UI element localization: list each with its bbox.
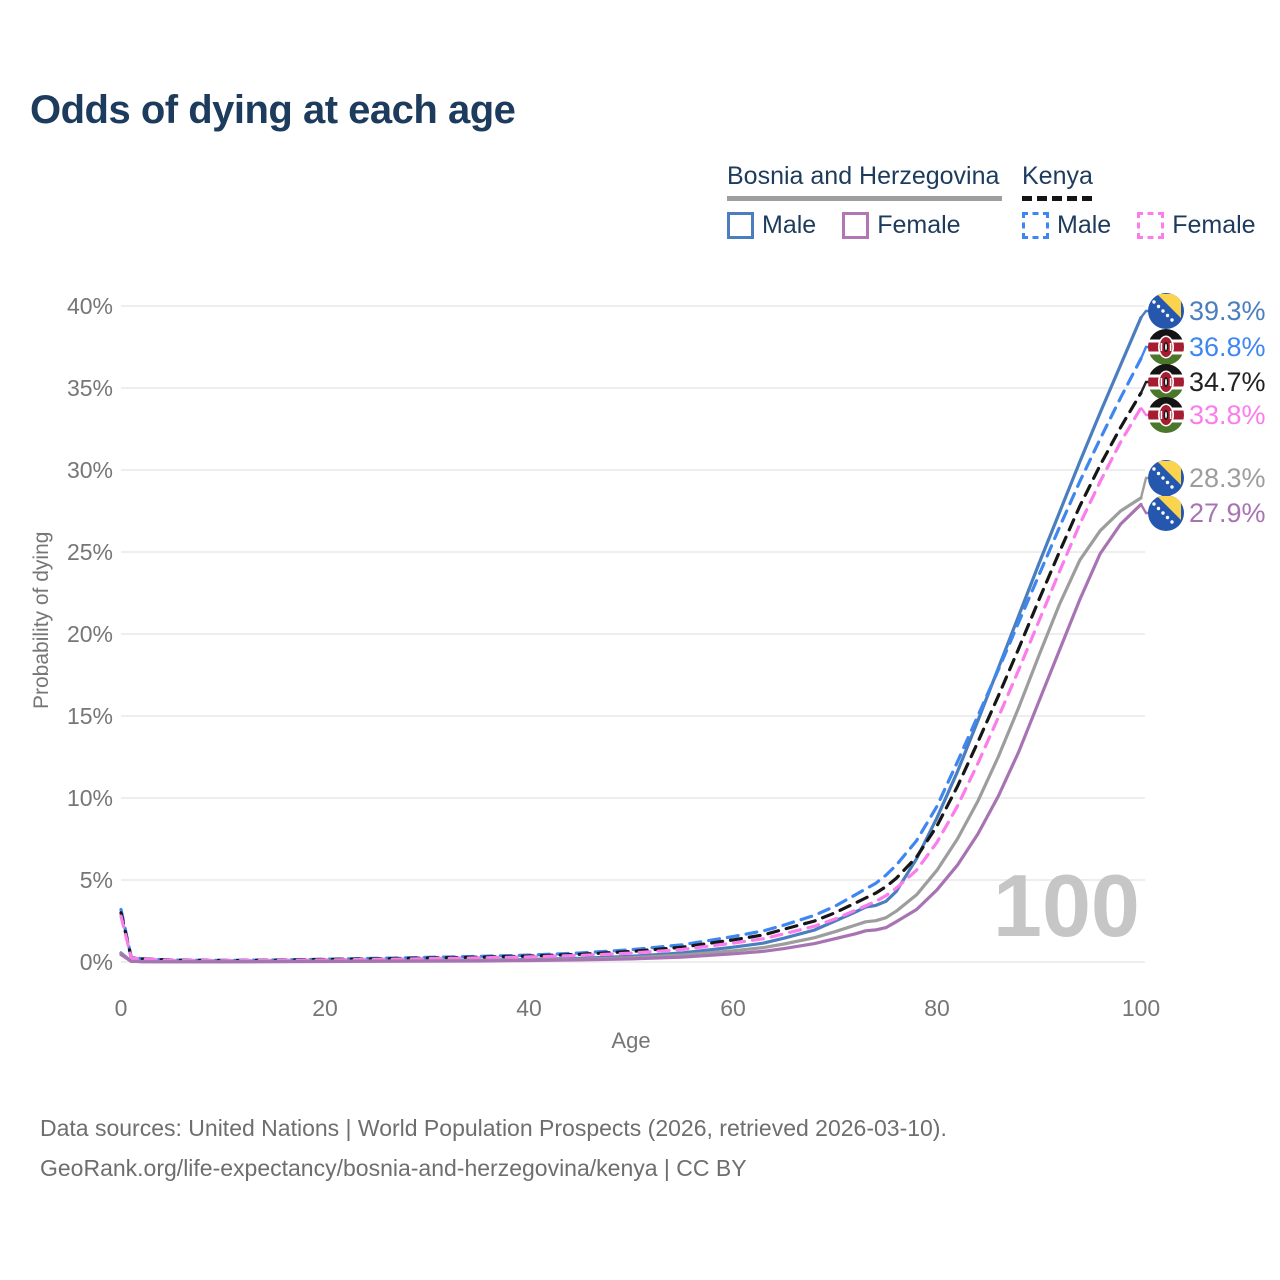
y-tick-label: 30% — [67, 457, 113, 483]
legend-item-label: Female — [1172, 211, 1256, 239]
x-tick-label: 20 — [312, 995, 338, 1021]
footer-attribution: GeoRank.org/life-expectancy/bosnia-and-h… — [40, 1155, 747, 1181]
y-tick-label: 15% — [67, 703, 113, 729]
bosnia-flag-icon — [1148, 460, 1184, 496]
y-tick-label: 10% — [67, 785, 113, 811]
end-label-39.3: 39.3% — [1148, 293, 1266, 329]
legend-item-bosnia-female[interactable]: Female — [842, 211, 961, 240]
end-label-value: 33.8% — [1189, 399, 1266, 430]
series-line-kenya-female — [119, 406, 1143, 963]
end-label-36.8: 36.8% — [1148, 329, 1266, 365]
legend-checkbox-kenya-male[interactable] — [1022, 212, 1049, 239]
legend-checkbox-bosnia-male[interactable] — [727, 212, 754, 239]
y-tick-label: 25% — [67, 539, 113, 565]
y-tick-label: 35% — [67, 375, 113, 401]
kenya-flag-icon — [1148, 397, 1184, 433]
end-label-value: 27.9% — [1189, 497, 1266, 528]
end-label-value: 28.3% — [1189, 462, 1266, 493]
page-title: Odds of dying at each age — [30, 88, 516, 132]
x-tick-label: 100 — [1122, 995, 1160, 1021]
bosnia-flag-icon — [1148, 293, 1184, 329]
legend-line-swatch-bosnia — [727, 196, 1002, 201]
end-label-34.7: 34.7% — [1148, 364, 1266, 400]
y-tick-label: 0% — [80, 949, 113, 975]
series-line-bosnia-and-herzegovina-female — [119, 502, 1143, 964]
legend-item-bosnia-male[interactable]: Male — [727, 211, 816, 240]
kenya-flag-icon — [1148, 329, 1184, 365]
age-watermark: 100 — [993, 856, 1140, 955]
x-tick-label: 80 — [924, 995, 950, 1021]
legend-item-kenya-male[interactable]: Male — [1022, 211, 1111, 240]
legend-item-kenya-female[interactable]: Female — [1137, 211, 1256, 240]
y-tick-label: 20% — [67, 621, 113, 647]
y-tick-label: 40% — [67, 293, 113, 319]
end-label-28.3: 28.3% — [1148, 460, 1266, 496]
end-label-value: 36.8% — [1189, 331, 1266, 362]
legend-line-swatch-kenya — [1022, 196, 1092, 201]
series-line-kenya-combined — [119, 391, 1143, 963]
legend-checkbox-kenya-female[interactable] — [1137, 212, 1165, 239]
legend-group-bosnia: Bosnia and Herzegovina Male Female — [727, 162, 1019, 240]
kenya-flag-icon — [1148, 364, 1184, 400]
x-tick-label: 40 — [516, 995, 542, 1021]
y-axis-title: Probability of dying — [30, 531, 53, 709]
footer: Data sources: United Nations | World Pop… — [40, 1108, 947, 1188]
x-tick-label: 0 — [115, 995, 128, 1021]
end-label-27.9: 27.9% — [1148, 495, 1266, 531]
end-label-value: 39.3% — [1189, 295, 1266, 326]
series-line-bosnia-and-herzegovina-male — [119, 315, 1143, 964]
y-tick-label: 5% — [80, 867, 113, 893]
end-label-33.8: 33.8% — [1148, 397, 1266, 433]
x-tick-label: 60 — [720, 995, 746, 1021]
legend-checkbox-bosnia-female[interactable] — [842, 212, 870, 239]
x-axis-title: Age — [611, 1028, 651, 1053]
legend-item-label: Male — [762, 211, 817, 239]
legend-group-kenya: Kenya Male Female — [1022, 162, 1280, 240]
legend-item-label: Male — [1057, 211, 1112, 239]
footer-data-sources: Data sources: United Nations | World Pop… — [40, 1115, 947, 1141]
bosnia-flag-icon — [1148, 495, 1184, 531]
legend-country-bosnia: Bosnia and Herzegovina — [727, 162, 1000, 190]
series-line-bosnia-and-herzegovina-combined — [119, 496, 1143, 964]
end-label-value: 34.7% — [1189, 366, 1266, 397]
legend-country-kenya: Kenya — [1022, 162, 1093, 190]
legend-item-label: Female — [877, 211, 961, 239]
series-line-kenya-male — [119, 356, 1143, 962]
